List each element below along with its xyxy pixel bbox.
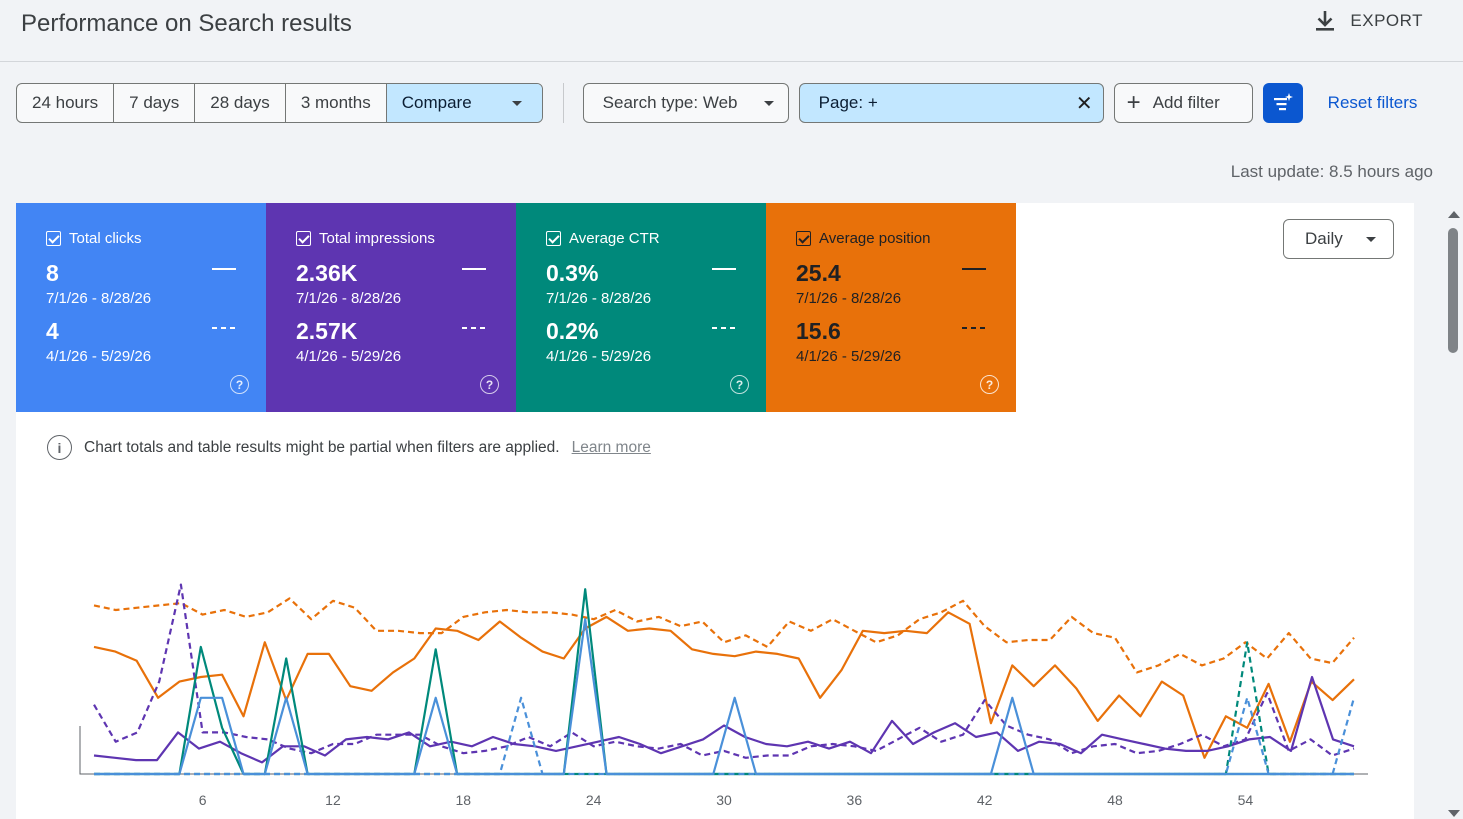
learn-more-link[interactable]: Learn more <box>571 438 651 456</box>
performance-chart: 6 12 18 24 30 36 42 48 54 <box>79 583 1368 808</box>
metric-compare-range: 4/1/26 - 5/29/26 <box>546 348 652 365</box>
partial-results-notice: i Chart totals and table results might b… <box>47 435 651 460</box>
scrollbar-thumb[interactable] <box>1448 228 1458 353</box>
metric-average-ctr[interactable]: Average CTR 0.3% 7/1/26 - 8/28/26 0.2% 4… <box>516 203 766 412</box>
range-7-days[interactable]: 7 days <box>114 84 196 122</box>
metric-compare-range: 4/1/26 - 5/29/26 <box>296 348 402 365</box>
close-icon[interactable]: ✕ <box>1075 92 1093 115</box>
metric-name: Total impressions <box>319 230 435 247</box>
solid-line-legend-icon <box>962 268 986 270</box>
solid-line-legend-icon <box>712 268 736 270</box>
range-28-days[interactable]: 28 days <box>195 84 286 122</box>
search-type-dropdown[interactable]: Search type: Web <box>582 83 789 123</box>
scrollbar[interactable] <box>1444 203 1463 819</box>
granularity-label: Daily <box>1305 229 1343 248</box>
series-line-total-impressions-current <box>93 675 1355 764</box>
last-update-text: Last update: 8.5 hours ago <box>1230 162 1433 181</box>
metric-name: Average position <box>819 230 931 247</box>
metric-label: Average CTR <box>546 230 660 247</box>
checkbox-checked-icon[interactable] <box>296 231 311 246</box>
metric-label: Total impressions <box>296 230 435 247</box>
page-filter-chip[interactable]: Page: + ✕ <box>798 83 1104 123</box>
help-icon[interactable]: ? <box>730 375 749 394</box>
metric-range: 7/1/26 - 8/28/26 <box>296 290 402 307</box>
checkbox-checked-icon[interactable] <box>546 231 561 246</box>
metric-compare-value: 15.6 <box>796 318 841 344</box>
caret-down-icon <box>1366 236 1376 242</box>
metric-label: Total clicks <box>46 230 142 247</box>
x-tick-label: 30 <box>716 792 732 808</box>
dashed-line-legend-icon <box>962 327 986 329</box>
search-type-label: Search type: Web <box>602 93 738 112</box>
info-icon: i <box>47 435 72 460</box>
metric-total-impressions[interactable]: Total impressions 2.36K 7/1/26 - 8/28/26… <box>266 203 516 412</box>
toolbar-divider <box>562 83 564 123</box>
metric-value: 25.4 <box>796 260 841 286</box>
filter-suggestions-button[interactable] <box>1262 83 1303 123</box>
metric-compare-value: 2.57K <box>296 318 358 344</box>
metric-range: 7/1/26 - 8/28/26 <box>796 290 902 307</box>
x-tick-label: 36 <box>847 792 863 808</box>
checkbox-checked-icon[interactable] <box>796 231 811 246</box>
reset-filters-link[interactable]: Reset filters <box>1327 93 1418 112</box>
x-tick-label: 42 <box>977 792 993 808</box>
download-icon <box>1316 11 1335 31</box>
x-tick-label: 12 <box>325 792 341 808</box>
page-filter-label: Page: + <box>818 93 878 112</box>
page-title: Performance on Search results <box>21 10 352 37</box>
metric-name: Average CTR <box>569 230 660 247</box>
metric-average-position[interactable]: Average position 25.4 7/1/26 - 8/28/26 1… <box>766 203 1016 412</box>
series-line-total-clicks-compare <box>94 696 1356 776</box>
dashed-line-legend-icon <box>212 327 236 329</box>
help-icon[interactable]: ? <box>230 375 249 394</box>
solid-line-legend-icon <box>462 268 486 270</box>
metric-name: Total clicks <box>69 230 142 247</box>
range-3-months[interactable]: 3 months <box>286 84 387 122</box>
filter-toolbar: 24 hours 7 days 28 days 3 months Compare… <box>16 83 1417 123</box>
solid-line-legend-icon <box>212 268 236 270</box>
metric-value: 8 <box>46 260 59 286</box>
scroll-down-arrow-icon[interactable] <box>1448 810 1460 817</box>
export-label: EXPORT <box>1350 11 1423 30</box>
metric-compare-range: 4/1/26 - 5/29/26 <box>46 348 152 365</box>
metric-compare-value: 0.2% <box>546 318 599 344</box>
scroll-up-arrow-icon[interactable] <box>1448 211 1460 218</box>
export-button[interactable]: EXPORT <box>1314 9 1423 33</box>
x-tick-label: 6 <box>199 792 207 808</box>
metric-value: 2.36K <box>296 260 358 286</box>
metric-range: 7/1/26 - 8/28/26 <box>546 290 652 307</box>
metric-value: 0.3% <box>546 260 599 286</box>
plus-icon: + <box>1126 89 1141 116</box>
checkbox-checked-icon[interactable] <box>46 231 61 246</box>
compare-label: Compare <box>401 93 472 112</box>
x-tick-label: 48 <box>1107 792 1123 808</box>
metric-compare-value: 4 <box>46 318 59 344</box>
metric-range: 7/1/26 - 8/28/26 <box>46 290 152 307</box>
x-tick-label: 54 <box>1238 792 1254 808</box>
granularity-dropdown[interactable]: Daily <box>1283 219 1394 259</box>
add-filter-label: Add filter <box>1152 93 1220 112</box>
dashed-line-legend-icon <box>462 327 486 329</box>
date-range-selector: 24 hours 7 days 28 days 3 months Compare <box>16 83 543 123</box>
dashed-line-legend-icon <box>712 327 736 329</box>
help-icon[interactable]: ? <box>980 375 999 394</box>
notice-text: Chart totals and table results might be … <box>84 438 560 456</box>
caret-down-icon <box>511 100 522 106</box>
help-icon[interactable]: ? <box>480 375 499 394</box>
series-line-average-position-compare <box>93 597 1355 674</box>
filter-sparkle-icon <box>1273 93 1293 111</box>
add-filter-button[interactable]: + Add filter <box>1113 83 1253 123</box>
metric-total-clicks[interactable]: Total clicks 8 7/1/26 - 8/28/26 4 4/1/26… <box>16 203 266 412</box>
page-header: Performance on Search results EXPORT <box>0 0 1463 62</box>
metric-label: Average position <box>796 230 930 247</box>
range-24-hours[interactable]: 24 hours <box>17 84 115 122</box>
compare-dropdown[interactable]: Compare <box>386 84 542 122</box>
series-line-average-position-current <box>93 611 1355 759</box>
performance-card: Total clicks 8 7/1/26 - 8/28/26 4 4/1/26… <box>16 203 1414 819</box>
x-tick-label: 18 <box>456 792 472 808</box>
metric-compare-range: 4/1/26 - 5/29/26 <box>796 348 902 365</box>
x-tick-label: 24 <box>586 792 602 808</box>
caret-down-icon <box>763 100 774 106</box>
